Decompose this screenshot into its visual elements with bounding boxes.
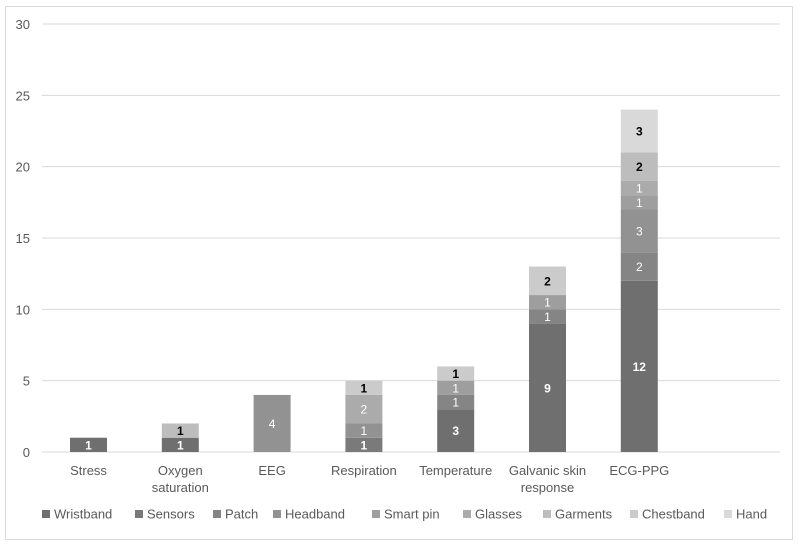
legend-swatch: [543, 510, 551, 518]
chart-border: [5, 6, 793, 540]
gridlines: [42, 23, 780, 453]
legend-item: Smart pin: [372, 507, 440, 522]
data-label: 1: [452, 367, 459, 381]
x-tick-label: ECG-PPG: [609, 463, 669, 478]
data-label: 1: [361, 424, 368, 438]
data-label: 12: [633, 360, 647, 374]
bar-segment: [70, 437, 107, 452]
legend-label: Wristband: [54, 507, 112, 522]
legend-swatch: [273, 510, 281, 518]
bar-segment: [253, 394, 291, 452]
data-label: 3: [452, 424, 459, 438]
x-tick-label: Oxygen saturation: [152, 463, 209, 495]
data-label: 3: [636, 224, 643, 238]
legend-item: Headband: [273, 507, 345, 522]
legend-item: Chestband: [630, 507, 705, 522]
bar-segment: [437, 394, 475, 410]
y-tick-label: 0: [23, 445, 30, 460]
bar-segment: [345, 380, 383, 395]
data-label: 1: [361, 381, 368, 395]
bar-segment: [161, 437, 199, 452]
bar-segment: [529, 309, 566, 324]
data-label: 1: [452, 381, 459, 395]
bar-segment: [437, 409, 475, 452]
data-label: 1: [636, 196, 643, 210]
data-label: 4: [269, 417, 276, 431]
legend-item: Glasses: [463, 507, 522, 522]
data-label: 1: [636, 182, 643, 196]
x-tick-label: Stress: [70, 463, 107, 478]
data-label: 1: [85, 438, 92, 452]
data-label: 1: [177, 424, 184, 438]
bar-segment: [345, 437, 383, 452]
data-label: 1: [177, 438, 184, 452]
y-tick-label: 15: [16, 231, 30, 246]
legend-swatch: [724, 510, 732, 518]
x-tick-label: Temperature: [419, 463, 492, 478]
legend-label: Smart pin: [384, 507, 440, 522]
y-axis-ticks: 0 5 10 15 20 25 30: [16, 17, 30, 460]
legend-swatch: [372, 510, 380, 518]
legend-item: Garments: [543, 507, 613, 522]
data-label: 2: [544, 274, 551, 288]
bar-segment: [529, 323, 566, 452]
bar-segment: [620, 152, 658, 181]
legend-item: Patch: [213, 507, 258, 522]
legend-swatch: [42, 510, 50, 518]
bar-segment: [437, 366, 475, 381]
bar-segment: [529, 266, 566, 296]
data-label: 1: [361, 438, 368, 452]
bar-segment: [161, 423, 199, 438]
bar-segment: [437, 380, 475, 395]
data-label: 3: [636, 125, 643, 139]
legend-label: Hand: [736, 507, 767, 522]
legend-swatch: [630, 510, 638, 518]
data-label: 1: [452, 396, 459, 410]
legend-item: Wristband: [42, 507, 112, 522]
data-label: 1: [544, 296, 551, 310]
y-tick-label: 10: [16, 302, 30, 317]
bar-segment: [345, 394, 383, 424]
data-label: 1: [544, 310, 551, 324]
x-tick-label: EEG: [258, 463, 285, 478]
legend-label: Garments: [555, 507, 613, 522]
legend-label: Patch: [225, 507, 258, 522]
data-label: 9: [544, 381, 551, 395]
legend-swatch: [213, 510, 221, 518]
bar-segment: [620, 195, 658, 210]
bar-segment: [620, 109, 658, 153]
data-label: 2: [361, 403, 368, 417]
bar-segment: [345, 423, 383, 438]
bar-segment: [620, 252, 658, 281]
y-tick-label: 25: [16, 88, 30, 103]
x-tick-label: Respiration: [331, 463, 397, 478]
legend-item: Sensors: [135, 507, 195, 522]
bar-segment: [529, 295, 566, 310]
y-tick-label: 5: [23, 374, 30, 389]
legend-swatch: [135, 510, 143, 518]
legend-label: Headband: [285, 507, 345, 522]
legend: Wristband Sensors Patch Headband Smart pin Gl…: [42, 507, 767, 522]
y-tick-label: 20: [16, 160, 30, 175]
data-label: 2: [636, 160, 643, 174]
data-label: 2: [636, 260, 643, 274]
bar-segment: [620, 180, 658, 196]
legend-label: Glasses: [475, 507, 522, 522]
legend-label: Sensors: [147, 507, 195, 522]
x-axis-ticks: Stress Oxygen saturation EEG Respiration Temp…: [70, 463, 669, 495]
x-tick-label: Galvanic skin response: [509, 463, 586, 495]
bar-segment: [620, 209, 658, 253]
legend-item: Hand: [724, 507, 767, 522]
bar-segment: [620, 280, 658, 452]
y-tick-label: 30: [16, 17, 30, 32]
legend-label: Chestband: [642, 507, 705, 522]
legend-swatch: [463, 510, 471, 518]
